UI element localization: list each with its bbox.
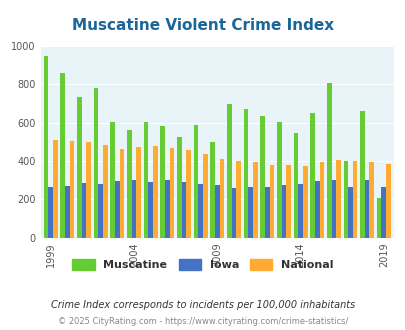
Bar [364,180,369,238]
Bar [352,161,357,238]
Text: © 2025 CityRating.com - https://www.cityrating.com/crime-statistics/: © 2025 CityRating.com - https://www.city… [58,317,347,326]
Bar [186,149,190,238]
Bar [276,122,281,238]
Bar [264,187,269,238]
Bar [193,125,198,238]
Bar [335,160,340,238]
Bar [243,109,247,238]
Bar [198,184,202,238]
Bar [131,180,136,238]
Legend: Muscatine, Iowa, National: Muscatine, Iowa, National [68,255,337,275]
Bar [53,140,58,238]
Bar [210,142,214,238]
Bar [286,165,290,238]
Bar [110,122,115,238]
Bar [381,187,385,238]
Bar [43,56,48,238]
Bar [359,111,364,238]
Bar [86,142,91,238]
Bar [326,82,331,238]
Bar [127,130,131,238]
Bar [297,184,302,238]
Bar [143,122,148,238]
Bar [153,146,157,238]
Bar [309,113,314,238]
Bar [93,88,98,238]
Bar [314,181,319,238]
Bar [236,161,240,238]
Text: Crime Index corresponds to incidents per 100,000 inhabitants: Crime Index corresponds to incidents per… [51,300,354,310]
Bar [77,97,81,238]
Bar [69,141,74,238]
Bar [376,198,381,238]
Bar [247,187,252,238]
Bar [102,145,107,238]
Bar [160,126,164,238]
Bar [331,180,335,238]
Bar [202,154,207,238]
Bar [319,162,323,238]
Bar [115,181,119,238]
Bar [269,165,273,238]
Bar [293,133,297,238]
Bar [347,187,352,238]
Bar [164,180,169,238]
Bar [343,161,347,238]
Bar [385,164,390,238]
Bar [81,183,86,238]
Bar [281,185,286,238]
Bar [252,162,257,238]
Bar [65,186,69,238]
Bar [169,148,174,238]
Bar [181,182,186,238]
Bar [148,182,153,238]
Bar [219,159,224,238]
Bar [231,188,236,238]
Text: Muscatine Violent Crime Index: Muscatine Violent Crime Index [72,18,333,33]
Bar [214,185,219,238]
Bar [119,148,124,238]
Bar [136,147,141,238]
Bar [302,166,307,238]
Bar [60,73,65,238]
Bar [226,104,231,238]
Bar [98,184,102,238]
Bar [369,162,373,238]
Bar [260,116,264,238]
Bar [48,187,53,238]
Bar [177,137,181,238]
